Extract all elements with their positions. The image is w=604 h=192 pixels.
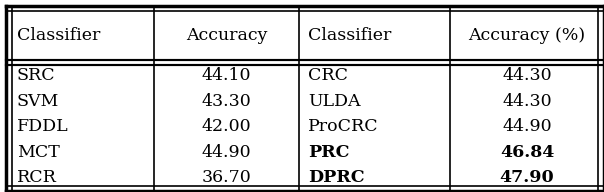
Text: 44.30: 44.30 xyxy=(502,67,552,84)
Text: 47.90: 47.90 xyxy=(500,169,554,186)
Text: 44.90: 44.90 xyxy=(202,144,251,161)
Text: 44.10: 44.10 xyxy=(202,67,251,84)
Text: PRC: PRC xyxy=(308,144,350,161)
Text: DPRC: DPRC xyxy=(308,169,365,186)
Text: Classifier: Classifier xyxy=(17,26,100,44)
Text: ProCRC: ProCRC xyxy=(308,118,379,135)
Text: 44.90: 44.90 xyxy=(502,118,552,135)
Text: Classifier: Classifier xyxy=(308,26,391,44)
Text: FDDL: FDDL xyxy=(17,118,68,135)
Text: RCR: RCR xyxy=(17,169,57,186)
Text: 44.30: 44.30 xyxy=(502,93,552,110)
Text: 43.30: 43.30 xyxy=(202,93,251,110)
Text: SRC: SRC xyxy=(17,67,56,84)
Text: ULDA: ULDA xyxy=(308,93,361,110)
Text: Accuracy: Accuracy xyxy=(186,26,267,44)
Text: 46.84: 46.84 xyxy=(500,144,554,161)
Text: SVM: SVM xyxy=(17,93,59,110)
Text: 42.00: 42.00 xyxy=(202,118,251,135)
Text: 36.70: 36.70 xyxy=(202,169,251,186)
Text: CRC: CRC xyxy=(308,67,348,84)
Text: MCT: MCT xyxy=(17,144,60,161)
Text: Accuracy (%): Accuracy (%) xyxy=(469,26,585,44)
